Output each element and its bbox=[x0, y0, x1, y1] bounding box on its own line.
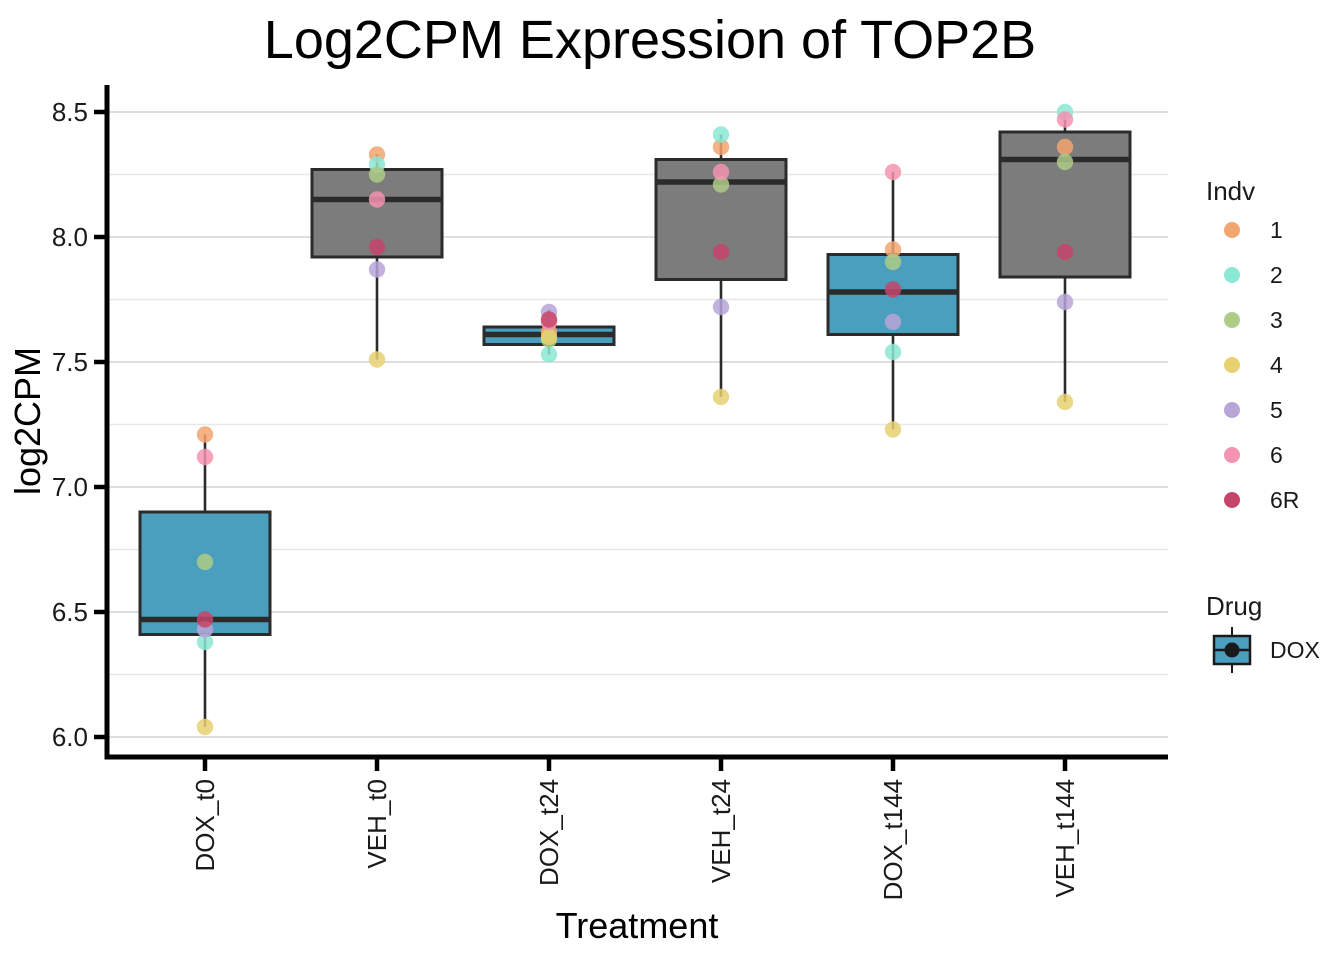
indv-key-dot bbox=[1224, 357, 1240, 373]
y-tick-label: 7.0 bbox=[52, 472, 88, 502]
drug-key-label: DOX bbox=[1270, 637, 1320, 663]
point-VEH_t0-indv-6 bbox=[368, 191, 386, 208]
indv-legend-item: 6 bbox=[1224, 442, 1283, 468]
point-DOX_t144-indv-6 bbox=[884, 163, 902, 181]
indv-legend-title: Indv bbox=[1206, 176, 1255, 206]
point-DOX_t0-indv-2 bbox=[196, 633, 214, 651]
point-DOX_t0-indv-6 bbox=[196, 448, 214, 466]
point-DOX_t144-indv-2 bbox=[884, 343, 902, 361]
indv-key-label: 3 bbox=[1270, 307, 1283, 333]
y-tick-label: 7.5 bbox=[52, 347, 88, 377]
point-DOX_t144-indv-3 bbox=[884, 253, 902, 271]
point-VEH_t24-indv-6 bbox=[712, 163, 730, 181]
indv-legend-item: 5 bbox=[1224, 397, 1283, 423]
point-VEH_t144-indv-4 bbox=[1056, 393, 1074, 411]
indv-key-dot bbox=[1224, 267, 1240, 283]
gridlines bbox=[107, 111, 1168, 738]
y-tick-label: 6.5 bbox=[52, 597, 88, 627]
point-VEH_t144-indv-6R bbox=[1056, 243, 1074, 261]
indv-legend-item: 1 bbox=[1224, 217, 1283, 243]
x-tick-label-DOX_t144: DOX_t144 bbox=[878, 779, 908, 900]
point-VEH_t0-indv-4 bbox=[368, 351, 386, 368]
point-DOX_t0-indv-4 bbox=[196, 718, 214, 736]
indv-key-dot bbox=[1224, 222, 1240, 238]
indv-key-label: 6R bbox=[1270, 487, 1299, 513]
x-tick-label-VEH_t0: VEH_t0 bbox=[362, 779, 392, 869]
point-VEH_t24-indv-2 bbox=[712, 126, 730, 143]
drug-legend-title: Drug bbox=[1206, 591, 1262, 621]
y-tick-label: 6.0 bbox=[52, 722, 88, 752]
indv-key-label: 4 bbox=[1270, 352, 1283, 378]
point-VEH_t24-indv-3 bbox=[712, 176, 730, 193]
x-tick-label-VEH_t24: VEH_t24 bbox=[706, 779, 736, 883]
point-VEH_t24-indv-6R bbox=[712, 243, 730, 261]
x-axis-title: Treatment bbox=[556, 905, 719, 946]
point-DOX_t24-indv-2 bbox=[540, 346, 558, 363]
legend: Indv 1 2 3 4 5 6 6R Drug DOX bbox=[1206, 176, 1320, 673]
indv-legend-item: 6R bbox=[1224, 487, 1299, 513]
indv-key-dot bbox=[1224, 312, 1240, 328]
axes: 6.0 6.5 7.0 7.5 8.0 8.5 DOX_t0 VEH_t0 DOX_t24 VEH… bbox=[52, 85, 1168, 900]
x-tick-label-DOX_t0: DOX_t0 bbox=[190, 779, 220, 872]
point-VEH_t144-indv-3 bbox=[1056, 153, 1074, 171]
point-DOX_t144-indv-4 bbox=[884, 421, 902, 438]
indv-key-label: 2 bbox=[1270, 262, 1283, 288]
point-DOX_t24-indv-6R bbox=[540, 311, 558, 328]
y-axis-title: log2CPM bbox=[7, 347, 48, 495]
point-DOX_t144-indv-6R bbox=[884, 281, 902, 298]
point-VEH_t144-indv-5 bbox=[1056, 293, 1074, 311]
point-VEH_t144-indv-1 bbox=[1056, 138, 1074, 156]
x-tick-label-DOX_t24: DOX_t24 bbox=[534, 779, 564, 886]
indv-legend-item: 4 bbox=[1224, 352, 1283, 378]
chart-title: Log2CPM Expression of TOP2B bbox=[264, 10, 1036, 70]
data-points bbox=[196, 103, 1074, 736]
indv-key-label: 6 bbox=[1270, 442, 1283, 468]
indv-key-dot bbox=[1224, 402, 1240, 418]
point-DOX_t0-indv-6R bbox=[196, 611, 214, 628]
y-tick-label: 8.5 bbox=[52, 97, 88, 127]
point-DOX_t24-indv-4 bbox=[540, 328, 558, 346]
drug-key-dot bbox=[1224, 642, 1240, 658]
point-VEH_t0-indv-6R bbox=[368, 238, 386, 256]
point-DOX_t144-indv-5 bbox=[884, 313, 902, 331]
indv-key-dot bbox=[1224, 447, 1240, 463]
indv-legend-item: 3 bbox=[1224, 307, 1283, 333]
boxplots bbox=[138, 112, 1132, 727]
indv-key-label: 1 bbox=[1270, 217, 1283, 243]
point-VEH_t24-indv-4 bbox=[712, 388, 730, 406]
point-DOX_t0-indv-3 bbox=[196, 553, 214, 571]
point-VEH_t144-indv-6 bbox=[1056, 111, 1074, 128]
point-VEH_t0-indv-5 bbox=[368, 261, 386, 278]
indv-key-dot bbox=[1224, 492, 1240, 508]
point-VEH_t24-indv-5 bbox=[712, 298, 730, 316]
point-VEH_t0-indv-3 bbox=[368, 166, 386, 183]
point-DOX_t0-indv-1 bbox=[196, 426, 214, 443]
indv-key-label: 5 bbox=[1270, 397, 1283, 423]
point-DOX_t144-indv-1 bbox=[884, 241, 902, 258]
indv-legend-item: 2 bbox=[1224, 262, 1283, 288]
point-VEH_t24-indv-1 bbox=[712, 138, 730, 156]
x-tick-label-VEH_t144: VEH_t144 bbox=[1050, 779, 1080, 898]
y-tick-label: 8.0 bbox=[52, 222, 88, 252]
drug-legend-item: DOX bbox=[1212, 627, 1320, 673]
